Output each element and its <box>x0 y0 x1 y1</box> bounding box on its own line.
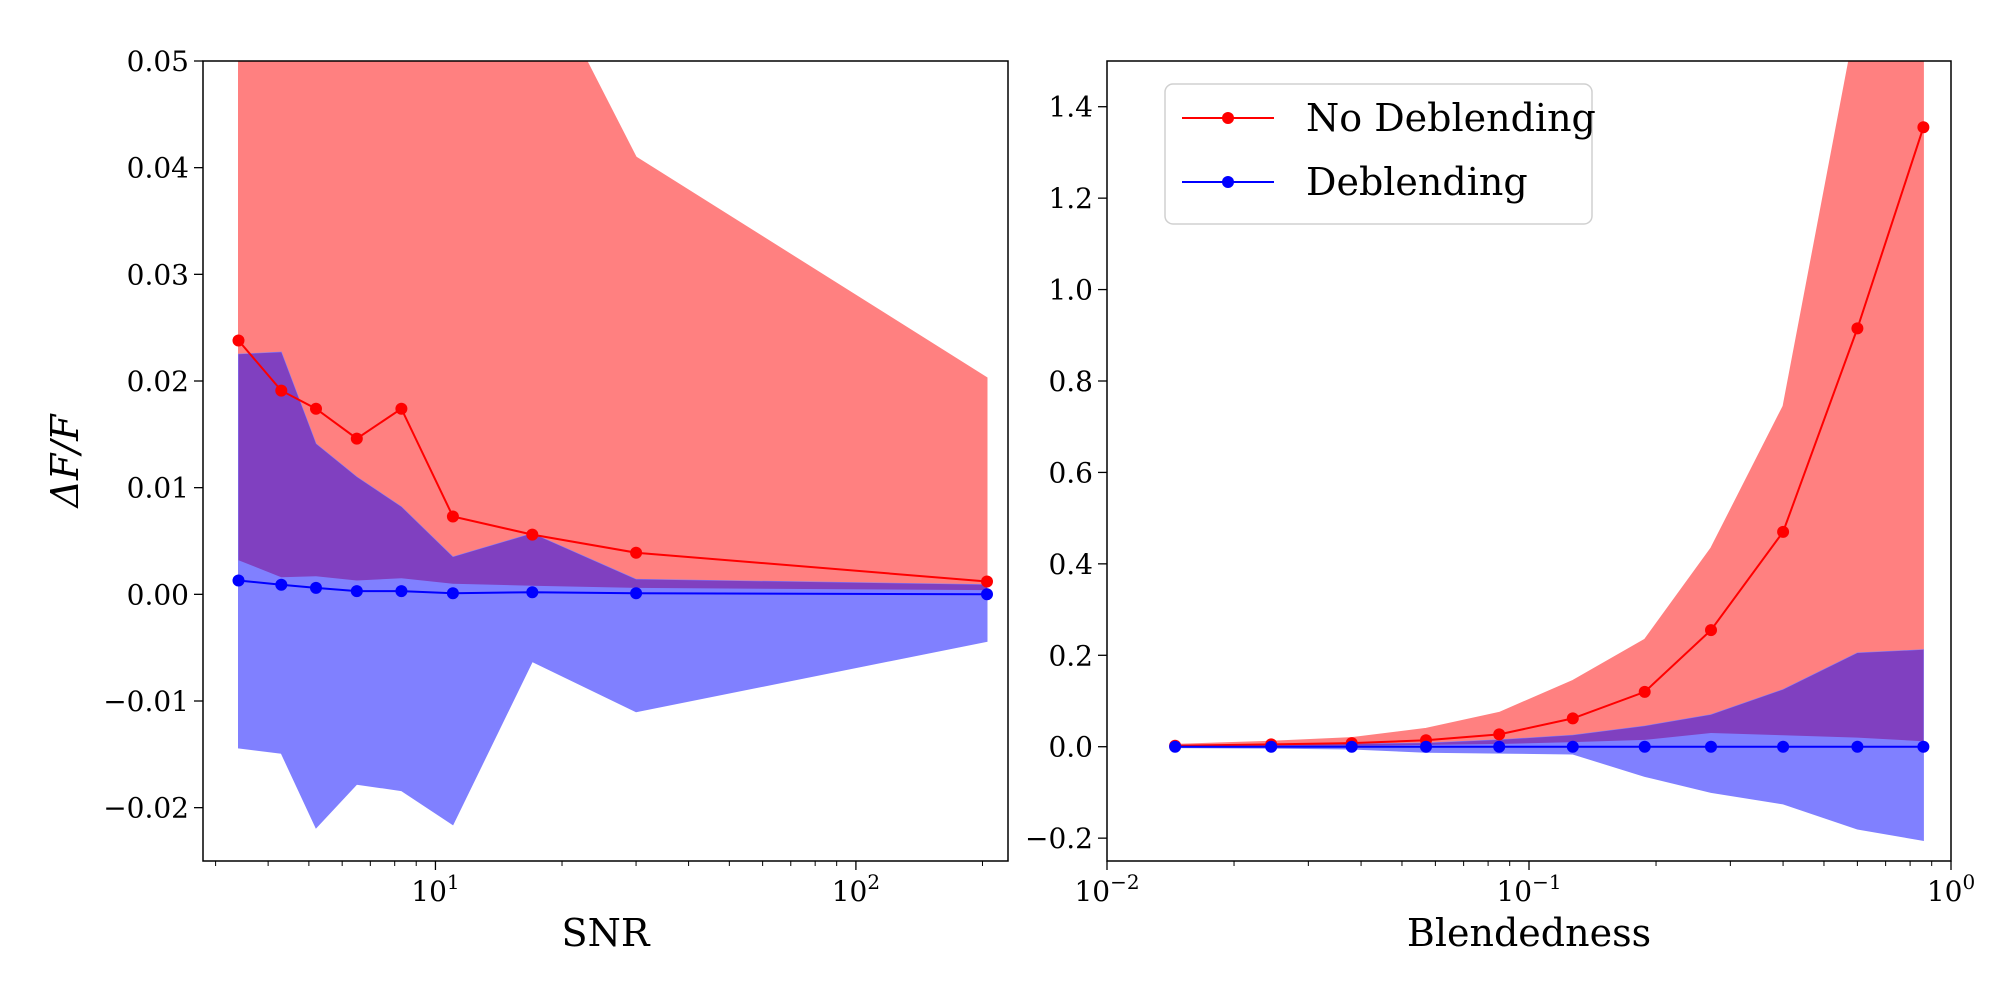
left-no-deblending-point <box>446 510 459 523</box>
left-deblending-point <box>232 574 245 587</box>
right-y-tick-label: 0.8 <box>1048 365 1093 398</box>
right-y-tick-label: 0.0 <box>1048 731 1093 764</box>
left-no-deblending-point <box>275 384 288 397</box>
right-y-tick-label: −0.2 <box>1025 822 1093 855</box>
legend-no-deblending-marker <box>1222 112 1234 124</box>
right-panel: −0.2 0.0 0.2 0.4 0.6 0.8 1.0 1.2 1.4 10−2 10−1 100 B… <box>1025 60 1975 955</box>
left-deblending-point <box>350 585 363 598</box>
right-y-tick-label: 1.0 <box>1048 274 1093 307</box>
left-y-tick-label: 0.01 <box>127 472 189 505</box>
right-deblending-point <box>1566 740 1579 753</box>
legend-deblending-label: Deblending <box>1306 160 1528 204</box>
left-y-tick-label: −0.02 <box>103 792 189 825</box>
right-y-tick-label: 1.2 <box>1048 182 1093 215</box>
right-no-deblending-point <box>1566 712 1579 725</box>
right-no-deblending-point <box>1493 728 1506 741</box>
right-y-tick-label: 0.2 <box>1048 639 1093 672</box>
left-no-deblending-point <box>232 334 245 347</box>
left-no-deblending-point <box>630 546 643 559</box>
left-y-tick-label: 0.00 <box>127 578 189 611</box>
right-no-deblending-point <box>1851 322 1864 335</box>
left-y-tick-label: −0.01 <box>103 685 189 718</box>
right-y-tick-label: 0.4 <box>1048 548 1093 581</box>
left-deblending-point <box>310 581 322 594</box>
right-deblending-point <box>1851 740 1864 753</box>
right-deblending-point <box>1420 740 1432 753</box>
right-deblending-point <box>1917 740 1930 753</box>
left-x-tick-label: 102 <box>832 870 880 908</box>
right-deblending-point <box>1345 740 1358 753</box>
right-x-tick-label: 10−2 <box>1074 870 1139 908</box>
right-x-tick-label: 10−1 <box>1496 870 1561 908</box>
right-deblending-point <box>1493 740 1506 753</box>
right-bands <box>1174 61 1924 841</box>
right-deblending-point <box>1265 740 1278 753</box>
right-band-overlap <box>1175 649 1924 747</box>
right-no-deblending-point <box>1917 121 1930 134</box>
left-y-tick-label: 0.04 <box>127 152 189 185</box>
left-axes-frame <box>202 60 1009 862</box>
left-y-tick-label: 0.03 <box>127 258 189 291</box>
legend-deblending-marker <box>1222 176 1234 188</box>
left-deblending-point <box>446 587 459 600</box>
left-bands <box>238 61 988 829</box>
right-no-deblending-point <box>1705 624 1717 637</box>
left-y-tick-label: 0.05 <box>127 45 189 78</box>
left-no-deblending-point <box>395 402 408 415</box>
left-x-tick-label: 101 <box>411 870 459 908</box>
left-panel: −0.02 −0.01 0.00 0.01 0.02 0.03 0.04 0.05 101 102… <box>103 45 1009 955</box>
left-no-deblending-point <box>350 432 363 445</box>
left-x-axis-label: SNR <box>562 911 651 955</box>
left-no-deblending-point <box>526 528 539 541</box>
left-deblending-point <box>395 585 408 598</box>
y-axis-label: ΔF/F <box>43 413 87 510</box>
left-deblending-point <box>630 587 643 600</box>
left-no-deblending-point <box>310 402 322 415</box>
right-x-axis-label: Blendedness <box>1407 911 1651 955</box>
right-y-tick-label: 0.6 <box>1048 456 1093 489</box>
right-x-tick-label: 100 <box>1927 870 1975 908</box>
legend-no-deblending-label: No Deblending <box>1306 96 1596 140</box>
right-deblending-point <box>1169 740 1182 753</box>
right-deblending-point <box>1705 740 1717 753</box>
left-no-deblending-point <box>981 575 993 588</box>
left-deblending-point <box>981 588 993 601</box>
right-deblending-point <box>1638 740 1651 753</box>
left-band-overlap <box>238 352 987 591</box>
right-deblending-point <box>1777 740 1790 753</box>
left-deblending-point <box>275 578 288 591</box>
right-y-tick-label: 1.4 <box>1048 91 1093 124</box>
right-no-deblending-point <box>1777 525 1790 538</box>
left-y-tick-label: 0.02 <box>127 365 189 398</box>
legend: No Deblending Deblending <box>1164 83 1596 225</box>
left-deblending-point <box>526 586 539 599</box>
right-no-deblending-point <box>1638 685 1651 698</box>
